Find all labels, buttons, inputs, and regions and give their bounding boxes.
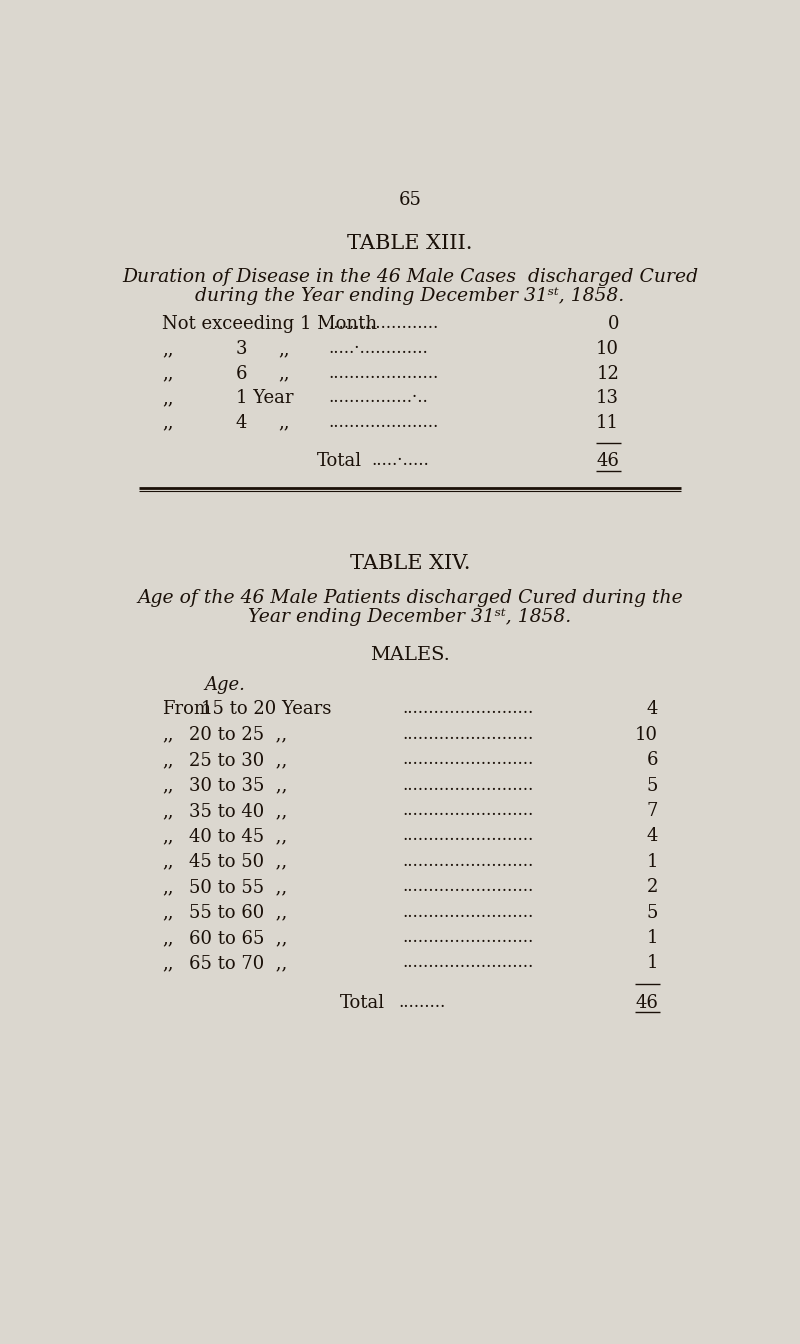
Text: 1: 1: [646, 852, 658, 871]
Text: From: From: [162, 700, 211, 718]
Text: 4: 4: [236, 414, 247, 431]
Text: TABLE XIV.: TABLE XIV.: [350, 554, 470, 573]
Text: ,,: ,,: [162, 802, 174, 820]
Text: during the Year ending December 31ˢᵗ, 1858.: during the Year ending December 31ˢᵗ, 18…: [195, 286, 625, 305]
Text: Total: Total: [340, 993, 386, 1012]
Text: 65: 65: [398, 191, 422, 208]
Text: 11: 11: [596, 414, 619, 431]
Text: 6: 6: [646, 751, 658, 769]
Text: ,,: ,,: [162, 828, 174, 845]
Text: 40 to 45  ,,: 40 to 45 ,,: [189, 828, 287, 845]
Text: ,,: ,,: [162, 364, 174, 383]
Text: 7: 7: [646, 802, 658, 820]
Text: TABLE XIII.: TABLE XIII.: [347, 234, 473, 254]
Text: ,,: ,,: [162, 852, 174, 871]
Text: 46: 46: [635, 993, 658, 1012]
Text: 50 to 55  ,,: 50 to 55 ,,: [189, 878, 287, 896]
Text: .........................: .........................: [402, 802, 534, 818]
Text: 1: 1: [646, 954, 658, 972]
Text: .........................: .........................: [402, 751, 534, 769]
Text: .........................: .........................: [402, 700, 534, 718]
Text: 5: 5: [646, 903, 658, 922]
Text: ,,: ,,: [162, 929, 174, 948]
Text: 35 to 40  ,,: 35 to 40 ,,: [189, 802, 287, 820]
Text: 2: 2: [646, 878, 658, 896]
Text: 10: 10: [596, 340, 619, 358]
Text: ,,: ,,: [162, 414, 174, 431]
Text: .........................: .........................: [402, 852, 534, 870]
Text: ,,: ,,: [278, 340, 290, 358]
Text: .....·.............: .....·.............: [329, 340, 428, 358]
Text: Duration of Disease in the 46 Male Cases  discharged Cured: Duration of Disease in the 46 Male Cases…: [122, 267, 698, 285]
Text: .........................: .........................: [402, 726, 534, 743]
Text: .....·.....: .....·.....: [371, 453, 429, 469]
Text: ,,: ,,: [162, 954, 174, 972]
Text: 25 to 30  ,,: 25 to 30 ,,: [189, 751, 287, 769]
Text: 60 to 65  ,,: 60 to 65 ,,: [189, 929, 287, 948]
Text: 45 to 50  ,,: 45 to 50 ,,: [189, 852, 287, 871]
Text: ,,: ,,: [278, 364, 290, 383]
Text: Not exceeding 1 Month: Not exceeding 1 Month: [162, 316, 377, 333]
Text: Total: Total: [317, 453, 362, 470]
Text: Age.: Age.: [205, 676, 246, 694]
Text: ,,: ,,: [162, 878, 174, 896]
Text: Year ending December 31ˢᵗ, 1858.: Year ending December 31ˢᵗ, 1858.: [248, 607, 572, 626]
Text: ,,: ,,: [162, 390, 174, 407]
Text: 12: 12: [596, 364, 619, 383]
Text: .........................: .........................: [402, 954, 534, 972]
Text: 65 to 70  ,,: 65 to 70 ,,: [189, 954, 287, 972]
Text: 55 to 60  ,,: 55 to 60 ,,: [189, 903, 287, 922]
Text: .........................: .........................: [402, 929, 534, 946]
Text: ,,: ,,: [162, 340, 174, 358]
Text: .....................: .....................: [329, 316, 439, 332]
Text: 4: 4: [646, 828, 658, 845]
Text: ,,: ,,: [278, 414, 290, 431]
Text: ,,: ,,: [162, 726, 174, 743]
Text: .........................: .........................: [402, 828, 534, 844]
Text: ,,: ,,: [162, 903, 174, 922]
Text: ,,: ,,: [162, 777, 174, 794]
Text: MALES.: MALES.: [370, 646, 450, 664]
Text: .........: .........: [398, 993, 446, 1011]
Text: .........................: .........................: [402, 903, 534, 921]
Text: 30 to 35  ,,: 30 to 35 ,,: [189, 777, 287, 794]
Text: .....................: .....................: [329, 364, 439, 382]
Text: Age of the 46 Male Patients discharged Cured during the: Age of the 46 Male Patients discharged C…: [137, 589, 683, 606]
Text: 6: 6: [236, 364, 247, 383]
Text: ,,: ,,: [162, 751, 174, 769]
Text: .....................: .....................: [329, 414, 439, 431]
Text: 20 to 25  ,,: 20 to 25 ,,: [189, 726, 287, 743]
Text: .........................: .........................: [402, 878, 534, 895]
Text: 5: 5: [646, 777, 658, 794]
Text: 13: 13: [596, 390, 619, 407]
Text: 10: 10: [635, 726, 658, 743]
Text: 3: 3: [236, 340, 247, 358]
Text: 46: 46: [596, 453, 619, 470]
Text: 15 to 20 Years: 15 to 20 Years: [201, 700, 331, 718]
Text: 1 Year: 1 Year: [236, 390, 293, 407]
Text: ................·..: ................·..: [329, 390, 428, 406]
Text: 4: 4: [646, 700, 658, 718]
Text: 0: 0: [608, 316, 619, 333]
Text: .........................: .........................: [402, 777, 534, 793]
Text: 1: 1: [646, 929, 658, 948]
